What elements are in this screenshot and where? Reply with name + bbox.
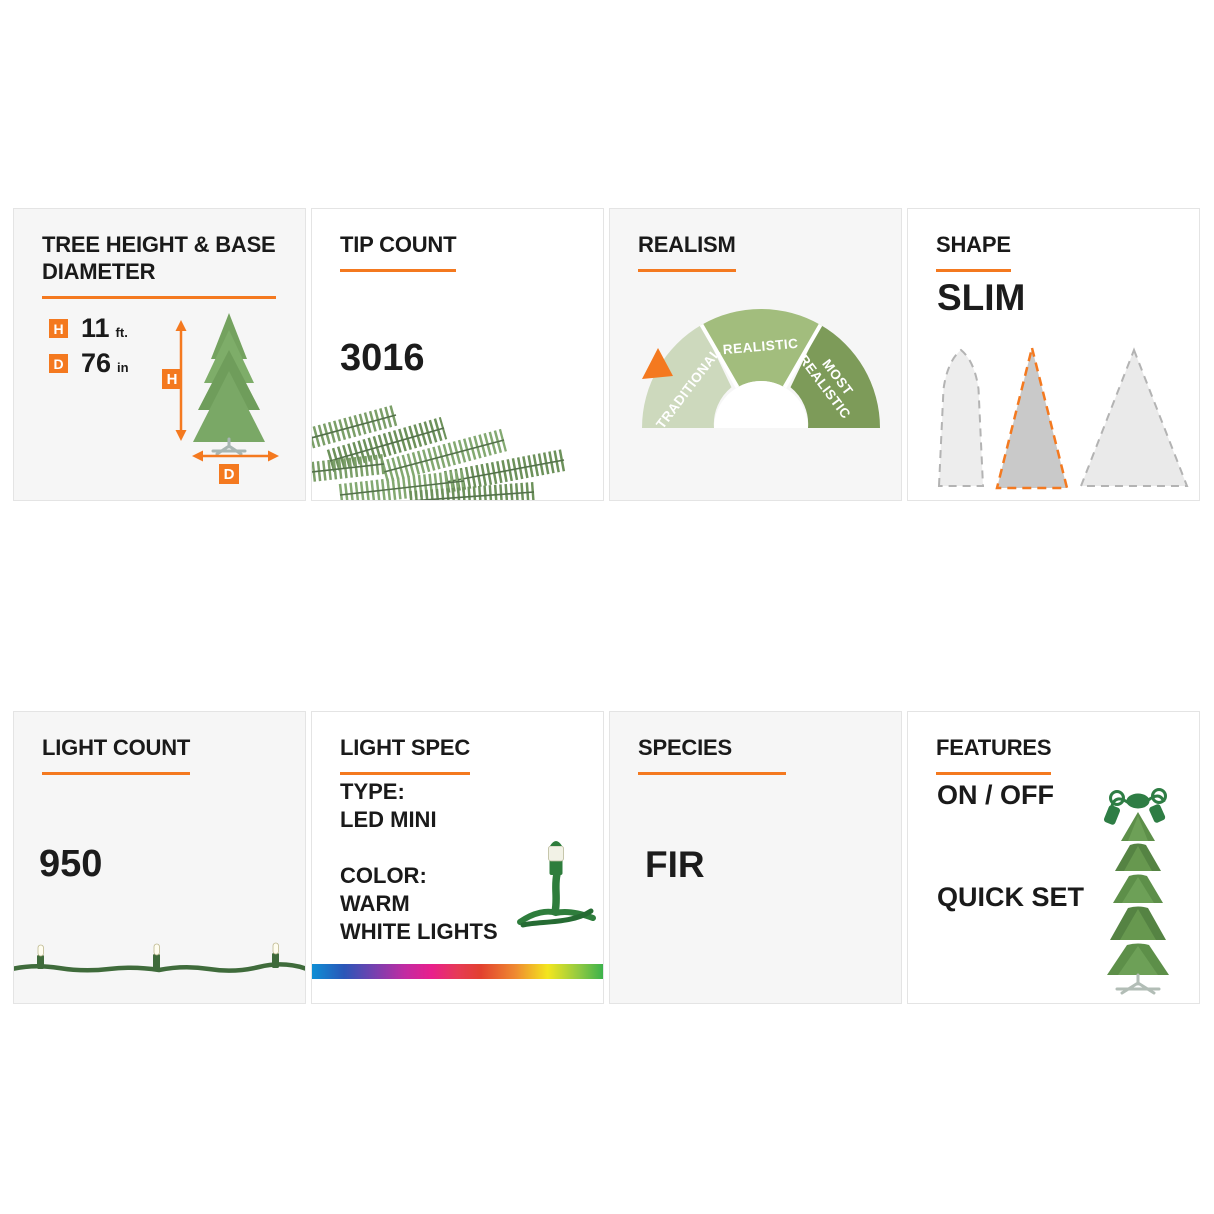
gauge-segment-realistic bbox=[701, 308, 821, 388]
height-badge: H bbox=[49, 319, 68, 338]
gauge-pointer-icon bbox=[642, 348, 673, 379]
pencil-shape-icon bbox=[937, 348, 985, 487]
card-title: LIGHT COUNT bbox=[42, 734, 190, 775]
type-value: LED MINI bbox=[340, 807, 437, 832]
shape-value: SLIM bbox=[937, 277, 1026, 318]
height-unit: ft. bbox=[115, 325, 128, 340]
rainbow-gradient-bar bbox=[312, 964, 603, 979]
led-bulb-icon bbox=[517, 841, 596, 928]
spec-tile-grid: TREE HEIGHT & BASE DIAMETER H 11 ft. D 7… bbox=[13, 208, 1200, 1004]
diameter-unit: in bbox=[117, 360, 129, 375]
card-title: FEATURES bbox=[936, 734, 1052, 775]
light-string-photo bbox=[14, 942, 305, 973]
card-light-count: LIGHT COUNT 950 bbox=[13, 711, 306, 1004]
shape-options-illustration bbox=[937, 347, 1189, 490]
feature-quick-set: QUICK SET bbox=[937, 882, 1085, 912]
svg-text:H: H bbox=[167, 371, 178, 388]
type-label: TYPE: bbox=[340, 779, 405, 804]
card-header: REALISM bbox=[638, 231, 736, 272]
tip-count-value: 3016 bbox=[340, 337, 425, 379]
tree-stand-icon bbox=[1115, 973, 1161, 995]
card-light-spec: LIGHT SPEC TYPE: LED MINI COLOR: WARM WH… bbox=[311, 711, 604, 1004]
gauge-segment-traditional bbox=[642, 324, 732, 428]
tree-dimensions-illustration: H D bbox=[162, 313, 279, 484]
height-arrow-badge: H bbox=[162, 369, 182, 389]
card-title: SHAPE bbox=[936, 231, 1011, 272]
color-value-line2: WHITE LIGHTS bbox=[340, 919, 498, 944]
color-value-line1: WARM bbox=[340, 891, 410, 916]
pine-branch-icon bbox=[312, 404, 567, 500]
card-header: FEATURES bbox=[936, 734, 1052, 775]
height-spec-row: H 11 ft. bbox=[49, 315, 128, 342]
card-title: TREE HEIGHT & BASE DIAMETER bbox=[42, 231, 276, 299]
card-header: TREE HEIGHT & BASE DIAMETER bbox=[42, 231, 276, 299]
diameter-badge: D bbox=[49, 354, 68, 373]
diameter-arrow-badge: D bbox=[219, 464, 239, 484]
card-tree-height-diameter: TREE HEIGHT & BASE DIAMETER H 11 ft. D 7… bbox=[13, 208, 306, 501]
color-label: COLOR: bbox=[340, 863, 427, 888]
card-header: SHAPE bbox=[936, 231, 1011, 272]
card-shape: SHAPE SLIM bbox=[907, 208, 1200, 501]
card-header: SPECIES bbox=[638, 734, 786, 775]
card-header: LIGHT COUNT bbox=[42, 734, 190, 775]
light-type-block: TYPE: LED MINI bbox=[340, 778, 437, 834]
card-tip-count: TIP COUNT 3016 bbox=[311, 208, 604, 501]
card-species: SPECIES FIR bbox=[609, 711, 902, 1004]
tree-stand bbox=[211, 437, 247, 456]
card-title: TIP COUNT bbox=[340, 231, 457, 272]
title-line-1: TREE HEIGHT & BASE bbox=[42, 232, 276, 257]
full-shape-icon bbox=[1079, 347, 1189, 487]
led-bulb-photo bbox=[517, 841, 596, 928]
light-count-value: 950 bbox=[39, 843, 103, 885]
realism-gauge: TRADITIONAL REALISTIC MOSTREALISTIC bbox=[642, 308, 880, 432]
gauge-label-realistic: REALISTIC bbox=[722, 336, 799, 358]
feature-on-off: ON / OFF bbox=[937, 780, 1054, 810]
card-realism: REALISM TRADITIONAL REALISTIC MOSTREALIS… bbox=[609, 208, 902, 501]
card-features: FEATURES ON / OFF QUICK SET bbox=[907, 711, 1200, 1004]
diameter-arrow-icon bbox=[192, 450, 279, 462]
light-wire bbox=[14, 962, 305, 973]
light-bulb-icon bbox=[37, 944, 44, 969]
light-color-block: COLOR: WARM WHITE LIGHTS bbox=[340, 862, 498, 946]
stacked-tree-sections-photo bbox=[1103, 788, 1169, 995]
light-bulb-icon bbox=[153, 943, 160, 969]
diameter-spec-row: D 76 in bbox=[49, 350, 129, 377]
card-header: TIP COUNT bbox=[340, 231, 457, 272]
species-value: FIR bbox=[645, 844, 705, 885]
gauge-inner-hole bbox=[714, 381, 808, 428]
card-title: REALISM bbox=[638, 231, 736, 272]
card-title: LIGHT SPEC bbox=[340, 734, 470, 775]
power-connector-icon bbox=[1103, 788, 1167, 825]
light-bulb-icon bbox=[272, 942, 279, 968]
tree-sections-icon bbox=[1107, 812, 1169, 975]
diameter-value: 76 bbox=[81, 348, 112, 378]
branch-photo bbox=[312, 404, 567, 500]
height-value: 11 bbox=[81, 313, 110, 343]
card-title: SPECIES bbox=[638, 734, 786, 775]
tree-photo bbox=[193, 313, 265, 456]
title-line-2: DIAMETER bbox=[42, 259, 156, 284]
card-header: LIGHT SPEC bbox=[340, 734, 470, 775]
gauge-segment-most-realistic bbox=[790, 324, 880, 428]
svg-text:D: D bbox=[224, 466, 235, 483]
slim-shape-icon-selected bbox=[995, 347, 1069, 490]
